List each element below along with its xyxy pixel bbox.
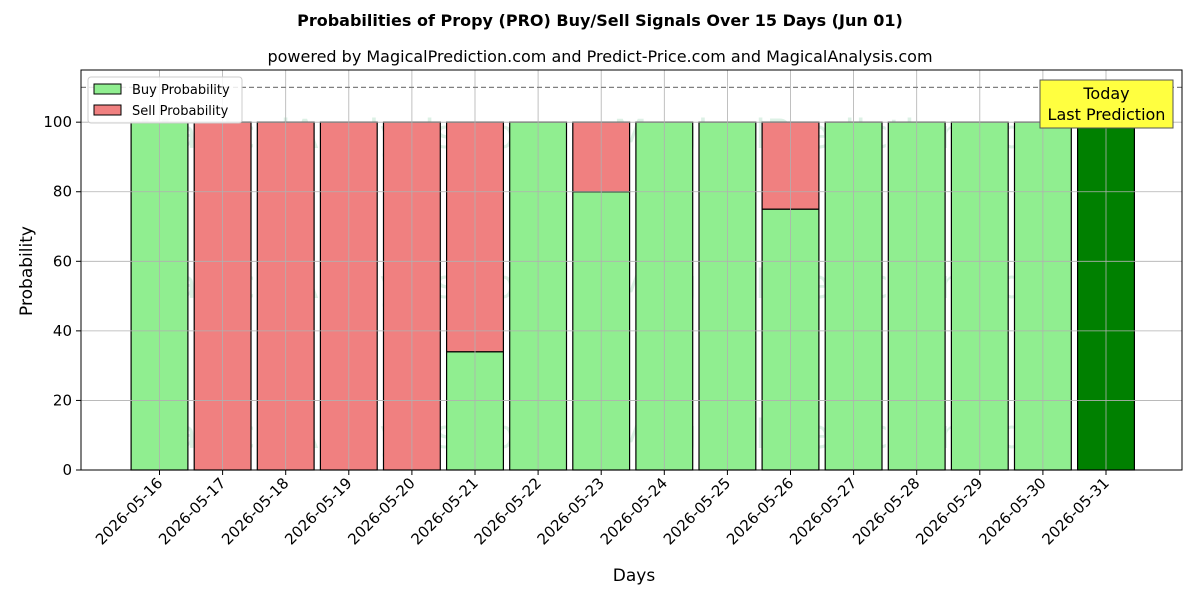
x-axis-label: Days: [613, 566, 656, 586]
today-annotation-label: Today: [1082, 84, 1129, 103]
x-tick-label: 2026-05-29: [912, 474, 986, 548]
today-annotation-label: Last Prediction: [1048, 105, 1166, 124]
x-tick-label: 2026-05-20: [344, 474, 418, 548]
x-tick-label: 2026-05-26: [723, 474, 797, 548]
y-tick-label: 40: [53, 322, 72, 340]
x-tick-label: 2026-05-18: [218, 474, 292, 548]
axes-frame: [80, 69, 1183, 471]
y-tick-label: 60: [53, 252, 72, 270]
x-tick-label: 2026-05-27: [786, 474, 860, 548]
x-tick-label: 2026-05-24: [597, 474, 671, 548]
x-tick-label: 2026-05-23: [534, 474, 608, 548]
x-tick-label: 2026-05-30: [975, 474, 1049, 548]
x-tick-label: 2026-05-19: [281, 474, 355, 548]
legend: Buy Probability Sell Probability: [87, 76, 243, 124]
x-tick-label: 2026-05-21: [407, 474, 481, 548]
y-tick-label: 80: [53, 183, 72, 201]
legend-label: Sell Probability: [132, 104, 229, 119]
plot-area: MagicalAnalysis.comMagicalPrediction.com…: [43, 69, 1183, 548]
legend-swatch: [93, 104, 122, 116]
y-axis-label: Probability: [17, 226, 37, 316]
x-tick-label: 2026-05-25: [660, 474, 734, 548]
x-tick-label: 2026-05-31: [1038, 474, 1112, 548]
y-tick-label: 0: [62, 461, 72, 479]
x-tick-label: 2026-05-16: [92, 474, 166, 548]
x-tick-label: 2026-05-22: [471, 474, 545, 548]
today-annotation-box: [1039, 79, 1174, 129]
chart-title: Probabilities of Propy (PRO) Buy/Sell Si…: [297, 11, 903, 30]
x-tick-label: 2026-05-28: [849, 474, 923, 548]
y-tick-label: 20: [53, 391, 72, 409]
x-tick-label: 2026-05-17: [155, 474, 229, 548]
chart-subtitle: powered by MagicalPrediction.com and Pre…: [267, 47, 932, 66]
legend-swatch: [93, 83, 122, 95]
legend-box: [87, 76, 243, 124]
legend-label: Buy Probability: [132, 83, 230, 98]
y-tick-label: 100: [43, 113, 72, 131]
